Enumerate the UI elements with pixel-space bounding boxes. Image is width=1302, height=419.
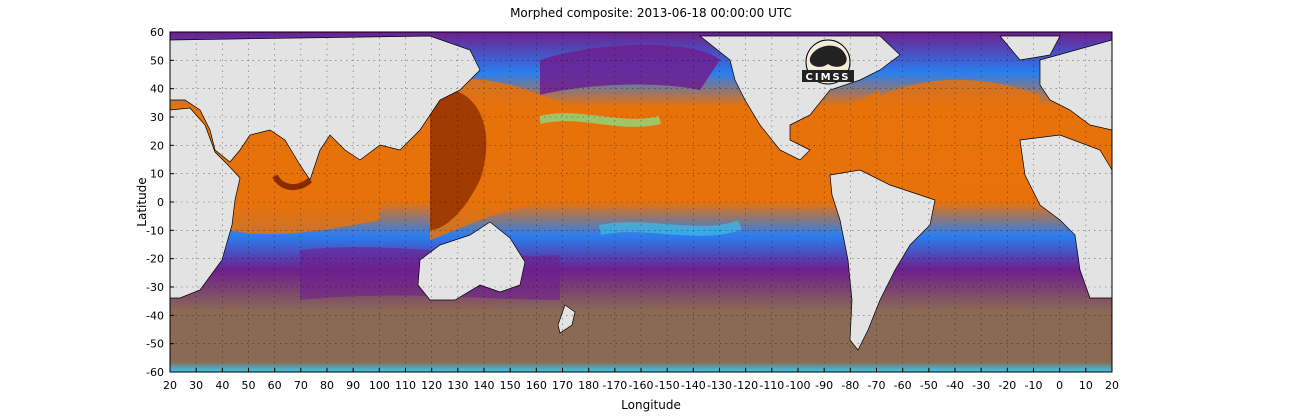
moisture-filament (539, 113, 661, 127)
land-masses (170, 35, 1112, 351)
x-tick-label: -20 (998, 379, 1016, 392)
logo-text: CIMSS (806, 72, 851, 83)
y-tick-label: 60 (150, 26, 164, 39)
x-tick-label: 170 (552, 379, 573, 392)
land-africa-east (1019, 134, 1112, 299)
dry-region-north-pacific (540, 45, 720, 95)
x-tick-label: 10 (1079, 379, 1093, 392)
y-tick-label: 20 (150, 139, 164, 152)
map-title: Morphed composite: 2013-06-18 00:00:00 U… (510, 6, 792, 20)
x-tick-label: -50 (920, 379, 938, 392)
land-europe-east (1039, 39, 1112, 131)
y-tick-label: -60 (146, 366, 164, 379)
x-tick-label: -150 (655, 379, 680, 392)
x-axis-label: Longitude (621, 398, 681, 412)
moisture-core-west-pacific (430, 88, 487, 230)
x-tick-label: -100 (786, 379, 811, 392)
y-tick-label: 10 (150, 168, 164, 181)
y-tick-label: -30 (146, 281, 164, 294)
x-tick-label: 160 (526, 379, 547, 392)
x-tick-label: -160 (629, 379, 654, 392)
x-tick-label: 0 (1056, 379, 1063, 392)
logo-banner (802, 70, 854, 82)
crescent-artifact (272, 174, 313, 190)
x-tick-label: 90 (346, 379, 360, 392)
land-new-zealand (557, 304, 576, 334)
x-tick-label: 40 (215, 379, 229, 392)
cimss-logo: CIMSS (802, 39, 854, 85)
x-tick-label: -70 (868, 379, 886, 392)
x-tick-label: -90 (815, 379, 833, 392)
y-tick-label: 30 (150, 111, 164, 124)
x-tick-label: 120 (421, 379, 442, 392)
x-tick-label: 70 (294, 379, 308, 392)
x-tick-label: 110 (395, 379, 416, 392)
land-north-america (699, 35, 901, 161)
x-tick-label: 50 (242, 379, 256, 392)
x-tick-label: 30 (189, 379, 203, 392)
x-tick-label: -170 (602, 379, 627, 392)
x-tick-label: -80 (841, 379, 859, 392)
x-axis-ticks: 20 30 40 50 60 70 80 90 100 110 120 130 140 150 160 170… (163, 368, 1119, 392)
x-tick-label: 100 (369, 379, 390, 392)
land-australia (417, 221, 526, 301)
land-south-america (829, 169, 936, 351)
logo-emblem (809, 45, 847, 67)
x-tick-label: 60 (268, 379, 282, 392)
y-tick-label: -20 (146, 253, 164, 266)
land-africa (170, 107, 241, 299)
moisture-band-atlantic (880, 79, 1040, 190)
x-tick-label: -10 (1025, 379, 1043, 392)
y-tick-label: -10 (146, 224, 164, 237)
land-eurasia-africa (170, 35, 481, 181)
moisture-filament-south (598, 220, 742, 236)
y-tick-label: -50 (146, 338, 164, 351)
x-tick-label: 20 (1105, 379, 1119, 392)
x-tick-label: -130 (707, 379, 732, 392)
x-tick-label: 150 (500, 379, 521, 392)
y-tick-label: 50 (150, 54, 164, 67)
y-tick-label: 0 (157, 196, 164, 209)
y-axis-ticks: 60 50 40 30 20 10 0 -10 -20 -30 -40 -50 -60 (146, 26, 174, 379)
map-field (170, 32, 1112, 372)
land-greenland (999, 35, 1061, 61)
x-tick-label: 20 (163, 379, 177, 392)
x-tick-label: -140 (681, 379, 706, 392)
y-tick-label: -40 (146, 309, 164, 322)
x-tick-label: 80 (320, 379, 334, 392)
x-tick-label: -30 (972, 379, 990, 392)
x-tick-label: 140 (474, 379, 495, 392)
x-tick-label: -40 (946, 379, 964, 392)
x-tick-label: 180 (578, 379, 599, 392)
y-axis-label: Latitude (135, 177, 149, 227)
y-tick-label: 40 (150, 83, 164, 96)
x-tick-label: 130 (447, 379, 468, 392)
x-tick-label: -110 (759, 379, 784, 392)
x-tick-label: -60 (894, 379, 912, 392)
x-tick-label: -120 (733, 379, 758, 392)
